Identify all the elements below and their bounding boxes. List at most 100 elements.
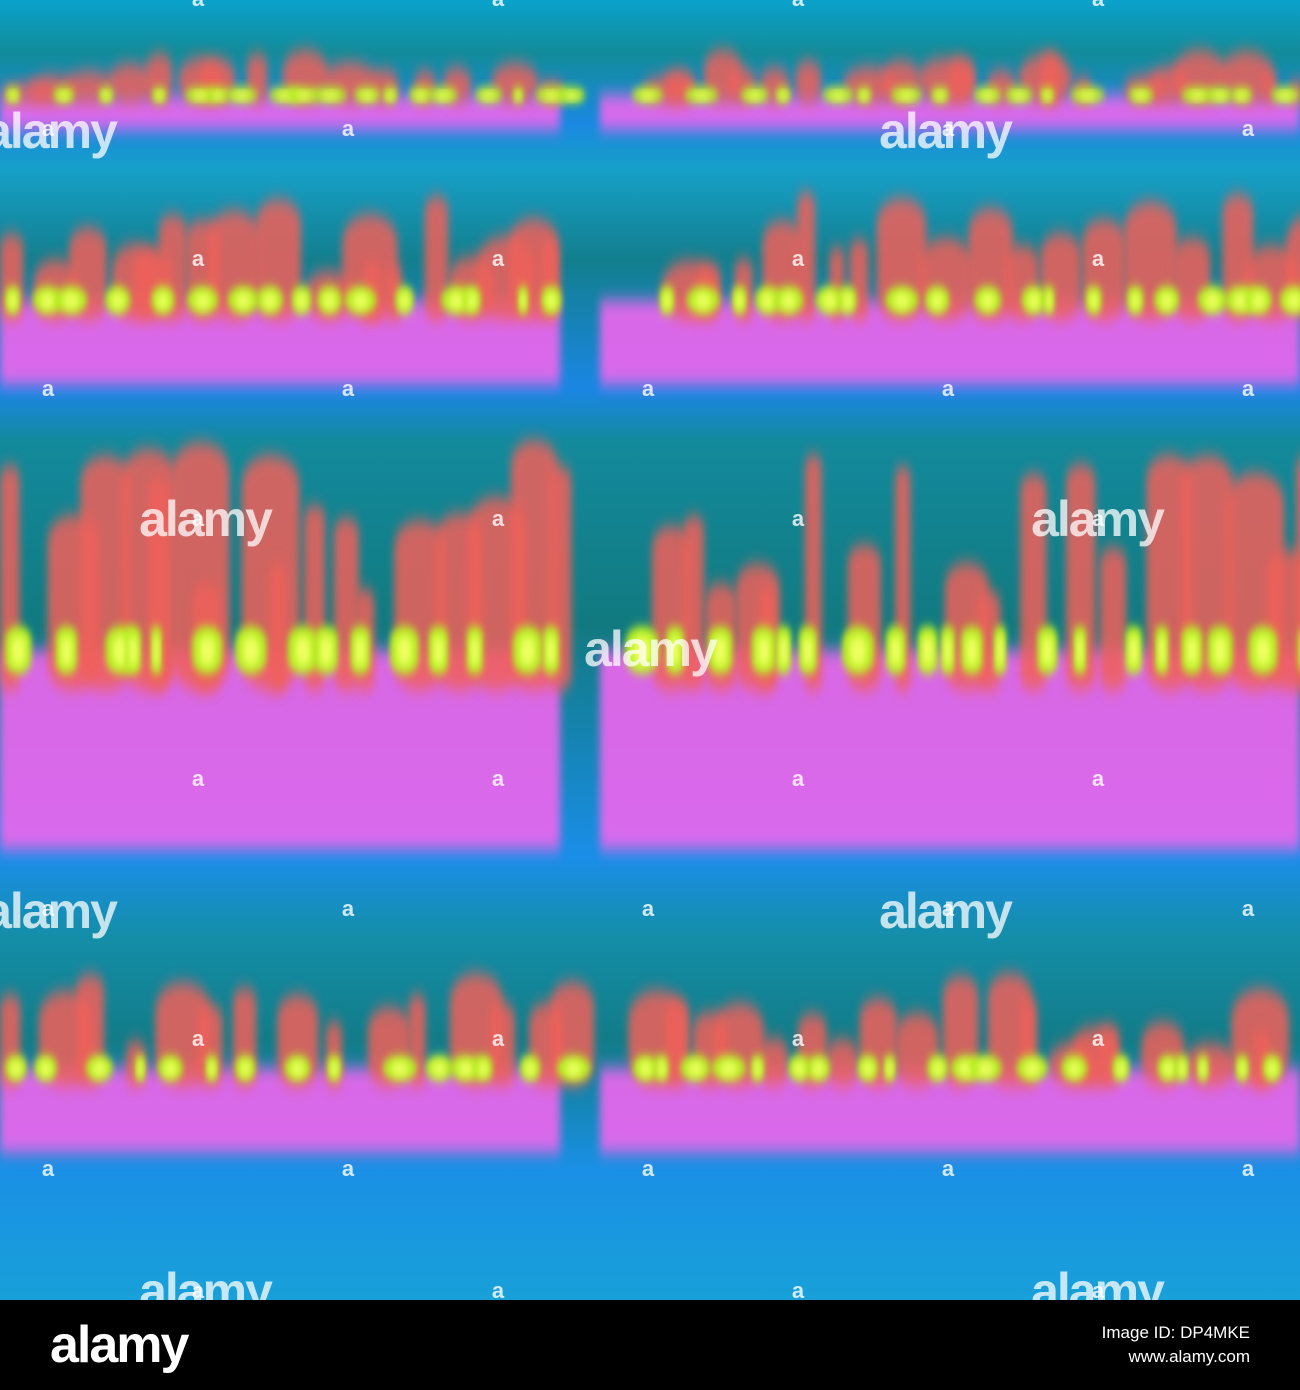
yellow-core bbox=[1129, 636, 1138, 666]
watermark-mark: a bbox=[1092, 1278, 1105, 1303]
yellow-core bbox=[399, 293, 410, 309]
watermark-mark: a bbox=[192, 506, 205, 531]
yellow-core bbox=[747, 92, 763, 100]
watermark-mark: a bbox=[792, 1026, 805, 1051]
yellow-core bbox=[1134, 92, 1148, 100]
band bbox=[0, 440, 1300, 850]
watermark-mark: a bbox=[492, 506, 505, 531]
yellow-core bbox=[935, 92, 945, 100]
yellow-core bbox=[546, 293, 557, 309]
yellow-core bbox=[481, 92, 496, 100]
yellow-core bbox=[1239, 1062, 1246, 1076]
watermark-logo: alamy bbox=[139, 491, 273, 547]
yellow-core bbox=[433, 636, 444, 666]
yellow-core bbox=[414, 92, 427, 100]
yellow-core bbox=[1042, 636, 1053, 666]
yellow-core bbox=[470, 636, 479, 666]
red-peak bbox=[491, 62, 539, 103]
yellow-core bbox=[40, 293, 55, 309]
watermark-mark: a bbox=[1092, 0, 1105, 11]
yellow-core bbox=[1116, 1062, 1126, 1076]
watermark-mark: a bbox=[792, 0, 805, 11]
watermark-mark: a bbox=[492, 766, 505, 791]
yellow-core bbox=[779, 636, 788, 666]
watermark-mark: a bbox=[1242, 376, 1255, 401]
yellow-core bbox=[687, 1062, 704, 1076]
yellow-core bbox=[1186, 636, 1198, 666]
watermark-mark: a bbox=[1092, 246, 1105, 271]
watermarks: alamyalamyalamyalamyalamyalamyalamyalamy… bbox=[0, 0, 1255, 1319]
red-peak bbox=[1296, 458, 1300, 688]
yellow-core bbox=[129, 636, 138, 666]
yellow-core bbox=[1160, 293, 1174, 309]
yellow-core bbox=[194, 293, 211, 309]
watermark-mark: a bbox=[42, 896, 55, 921]
yellow-core bbox=[890, 636, 901, 666]
watermark-logo: alamy bbox=[879, 103, 1013, 159]
footer-bar bbox=[0, 1300, 1300, 1390]
red-peak bbox=[876, 198, 927, 320]
watermark-mark: a bbox=[642, 1156, 655, 1181]
yellow-core bbox=[663, 293, 671, 309]
yellow-core bbox=[1089, 293, 1098, 309]
yellow-core bbox=[39, 1062, 52, 1076]
yellow-core bbox=[478, 1062, 488, 1076]
yellow-core bbox=[893, 293, 911, 309]
yellow-core bbox=[803, 636, 813, 666]
yellow-core bbox=[1076, 636, 1083, 666]
yellow-core bbox=[1078, 92, 1097, 100]
yellow-core bbox=[520, 636, 535, 666]
yellow-core bbox=[754, 1062, 761, 1076]
yellow-core bbox=[164, 1062, 177, 1076]
red-peak bbox=[948, 57, 976, 103]
yellow-core bbox=[457, 1062, 474, 1076]
yellow-core bbox=[290, 1062, 305, 1076]
watermark-mark: a bbox=[642, 896, 655, 921]
yellow-core bbox=[155, 92, 164, 100]
yellow-core bbox=[757, 636, 770, 666]
watermark-mark: a bbox=[492, 246, 505, 271]
watermark-mark: a bbox=[642, 376, 655, 401]
yellow-core bbox=[61, 636, 72, 666]
yellow-core bbox=[391, 1062, 409, 1076]
yellow-core bbox=[860, 92, 868, 100]
yellow-core bbox=[448, 293, 465, 309]
yellow-core bbox=[1162, 1062, 1174, 1076]
yellow-core bbox=[432, 1062, 447, 1076]
watermark-mark: a bbox=[1242, 116, 1255, 141]
watermark-mark: a bbox=[942, 1156, 955, 1181]
yellow-core bbox=[235, 293, 252, 309]
yellow-core bbox=[62, 293, 80, 309]
yellow-core bbox=[199, 636, 215, 666]
yellow-core bbox=[980, 293, 995, 309]
red-peak bbox=[796, 192, 816, 320]
yellow-core bbox=[1158, 636, 1166, 666]
watermark-mark: a bbox=[792, 506, 805, 531]
yellow-core bbox=[153, 636, 159, 666]
watermark-mark: a bbox=[492, 1026, 505, 1051]
yellow-core bbox=[1046, 293, 1052, 309]
yellow-core bbox=[1255, 636, 1271, 666]
yellow-core bbox=[137, 1062, 143, 1076]
watermark-mark: a bbox=[342, 896, 355, 921]
yellow-core bbox=[822, 293, 837, 309]
watermark-mark: a bbox=[192, 1026, 205, 1051]
red-peak bbox=[826, 1038, 859, 1086]
red-peak bbox=[1099, 547, 1127, 690]
red-peak bbox=[1066, 464, 1096, 690]
yellow-core bbox=[1199, 1062, 1206, 1076]
yellow-core bbox=[922, 636, 933, 666]
yellow-core bbox=[633, 636, 651, 666]
yellow-core bbox=[812, 1062, 825, 1076]
watermark-mark: a bbox=[192, 1278, 205, 1303]
green-dot bbox=[1297, 630, 1300, 670]
yellow-core bbox=[1213, 636, 1227, 666]
footer-logo: alamy bbox=[50, 1316, 190, 1374]
red-peak bbox=[683, 515, 705, 690]
yellow-core bbox=[931, 293, 944, 309]
yellow-core bbox=[295, 636, 311, 666]
band bbox=[0, 49, 1300, 130]
yellow-core bbox=[694, 293, 712, 309]
yellow-core bbox=[779, 92, 788, 100]
yellow-core bbox=[781, 293, 797, 309]
